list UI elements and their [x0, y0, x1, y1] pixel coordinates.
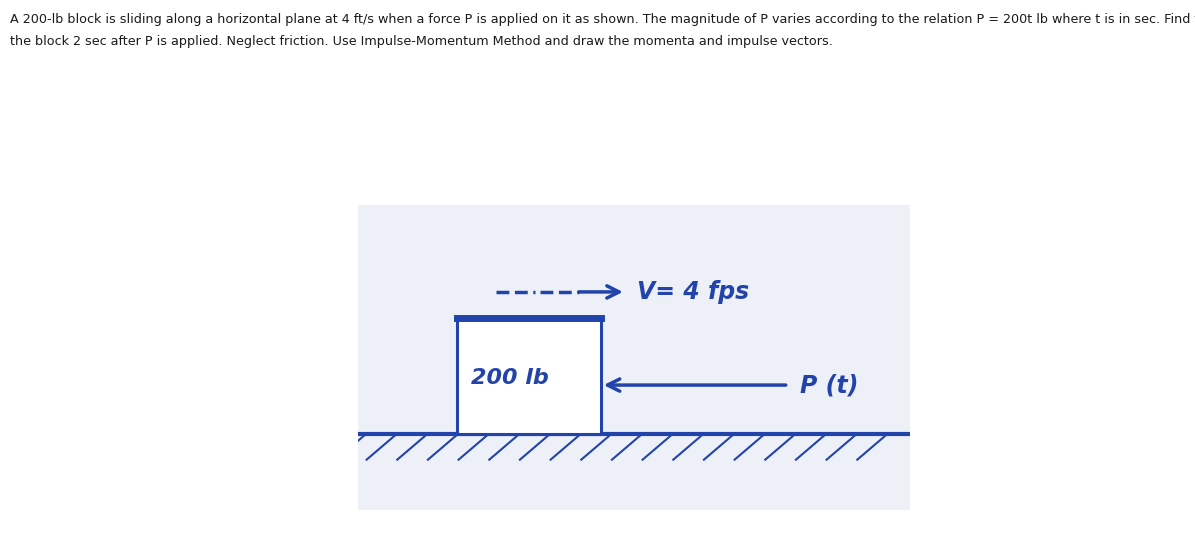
- Bar: [358, 434, 911, 510]
- Text: 200 lb: 200 lb: [471, 368, 549, 388]
- Text: the block 2 sec after P is applied. Neglect friction. Use Impulse-Momentum Metho: the block 2 sec after P is applied. Negl…: [10, 35, 833, 48]
- Text: P (t): P (t): [799, 373, 858, 397]
- Bar: [458, 318, 601, 434]
- Text: A 200-lb block is sliding along a horizontal plane at 4 ft/s when a force P is a: A 200-lb block is sliding along a horizo…: [10, 13, 1195, 26]
- Text: V= 4 fps: V= 4 fps: [637, 280, 749, 304]
